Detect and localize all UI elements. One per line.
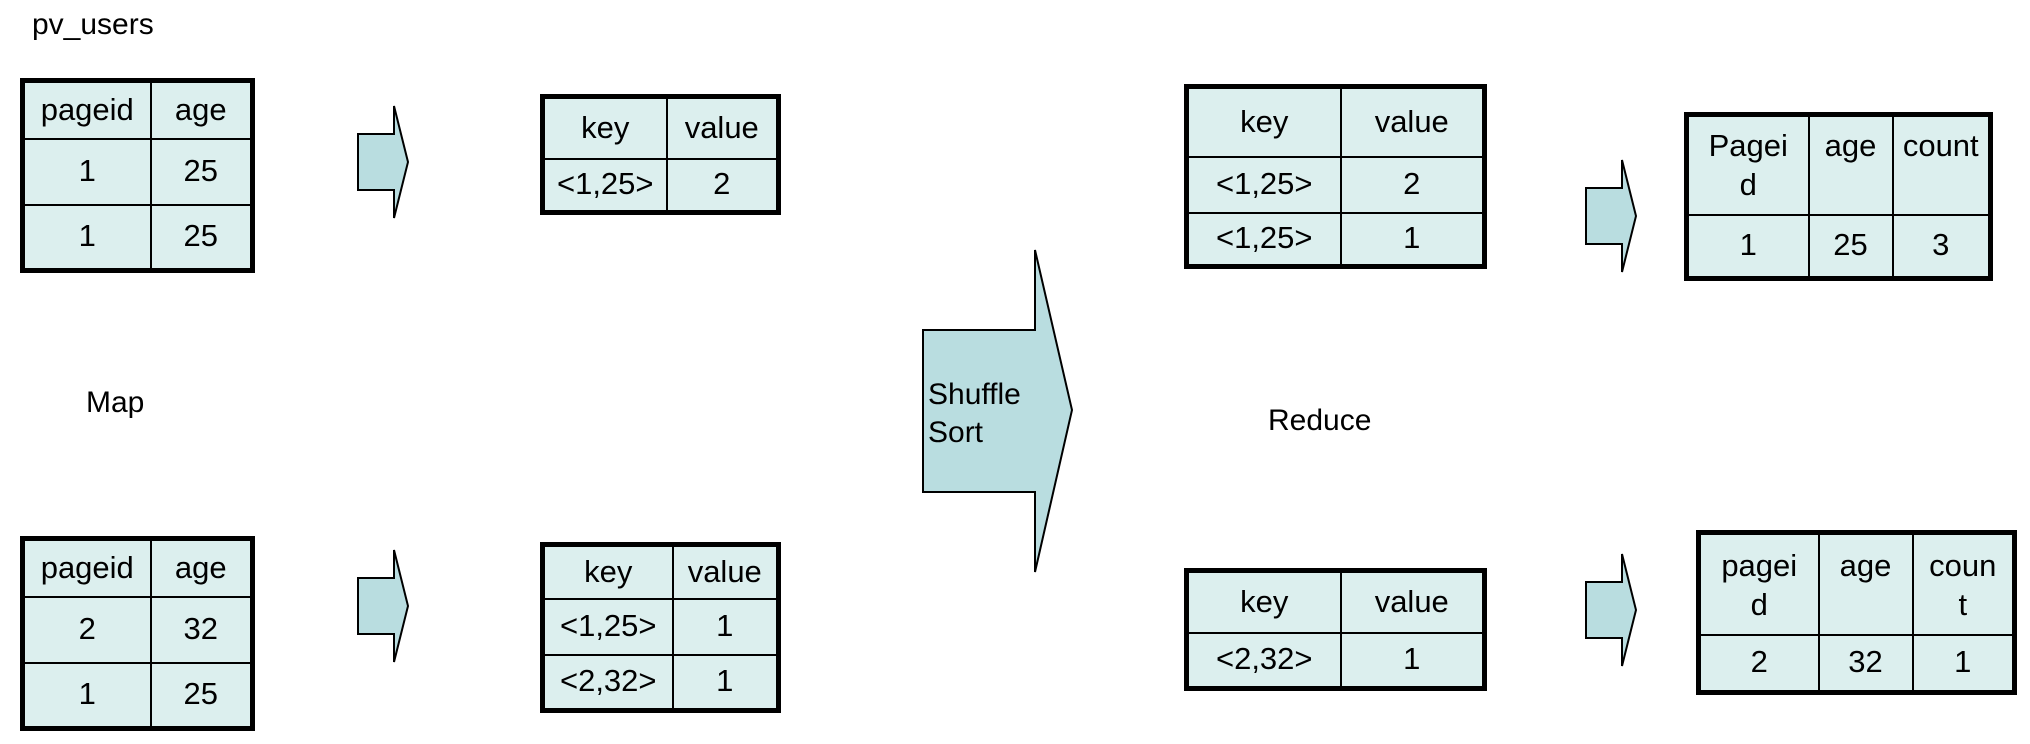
data-cell: 25	[1807, 213, 1894, 280]
header-cell: pageid	[21, 79, 152, 140]
data-cell: 1	[21, 137, 152, 206]
input-table-2: pageid age 2 32 1 25	[20, 536, 255, 731]
data-cell: <2,32>	[541, 653, 674, 712]
input-table-1: pageid age 1 25 1 25	[20, 78, 255, 273]
data-cell: 1	[21, 661, 152, 730]
data-cell: 2	[1697, 633, 1820, 694]
header-cell: Pagei d	[1685, 113, 1810, 216]
map-label: Map	[86, 386, 145, 419]
data-cell: 25	[149, 203, 254, 272]
map-arrow-bottom-icon	[357, 549, 410, 663]
data-cell: 1	[21, 203, 152, 272]
map-arrow-top-icon	[357, 105, 410, 219]
shuffle-table-1: key value <1,25> 2 <1,25> 1	[1184, 84, 1487, 269]
data-cell: 2	[665, 157, 780, 214]
sort-text: Sort	[928, 416, 984, 449]
header-cell: key	[1185, 85, 1342, 158]
header-cell: age	[149, 79, 254, 140]
shuffle-text: Shuffle	[928, 378, 1021, 411]
reduce-arrow-top-icon	[1585, 159, 1638, 273]
header-cell: value	[1339, 569, 1486, 634]
header-cell: age	[149, 537, 254, 598]
data-cell: 1	[671, 597, 780, 656]
header-cell: value	[1339, 85, 1486, 158]
header-cell: key	[541, 543, 674, 600]
data-cell: 32	[1817, 633, 1914, 694]
data-cell: <1,25>	[541, 157, 668, 214]
data-cell: 3	[1891, 213, 1992, 280]
shuffle-table-2: key value <2,32> 1	[1184, 568, 1487, 691]
map-table-1: key value <1,25> 2	[540, 94, 781, 215]
data-cell: <1,25>	[1185, 211, 1342, 268]
data-cell: <1,25>	[541, 597, 674, 656]
data-cell: 1	[1911, 633, 2016, 694]
data-cell: 1	[1685, 213, 1810, 280]
shuffle-sort-arrow: Shuffle Sort	[922, 249, 1074, 573]
header-cell: count	[1891, 113, 1992, 216]
data-cell: <1,25>	[1185, 155, 1342, 214]
data-cell: 25	[149, 137, 254, 206]
header-cell: age	[1817, 531, 1914, 636]
header-cell: value	[665, 95, 780, 160]
data-cell: <2,32>	[1185, 631, 1342, 690]
data-cell: 1	[1339, 211, 1486, 268]
data-cell: 2	[21, 595, 152, 664]
title-label: pv_users	[32, 8, 154, 41]
header-cell: pagei d	[1697, 531, 1820, 636]
map-table-2: key value <1,25> 1 <2,32> 1	[540, 542, 781, 713]
reduce-table-2: pagei d age coun t 2 32 1	[1696, 530, 2017, 695]
header-cell: pageid	[21, 537, 152, 598]
data-cell: 32	[149, 595, 254, 664]
header-cell: key	[541, 95, 668, 160]
reduce-arrow-bottom-icon	[1585, 553, 1638, 667]
reduce-table-1: Pagei d age count 1 25 3	[1684, 112, 1993, 281]
header-cell: age	[1807, 113, 1894, 216]
data-cell: 1	[671, 653, 780, 712]
header-cell: coun t	[1911, 531, 2016, 636]
header-cell: value	[671, 543, 780, 600]
header-cell: key	[1185, 569, 1342, 634]
data-cell: 1	[1339, 631, 1486, 690]
data-cell: 25	[149, 661, 254, 730]
reduce-label: Reduce	[1268, 404, 1372, 437]
data-cell: 2	[1339, 155, 1486, 214]
